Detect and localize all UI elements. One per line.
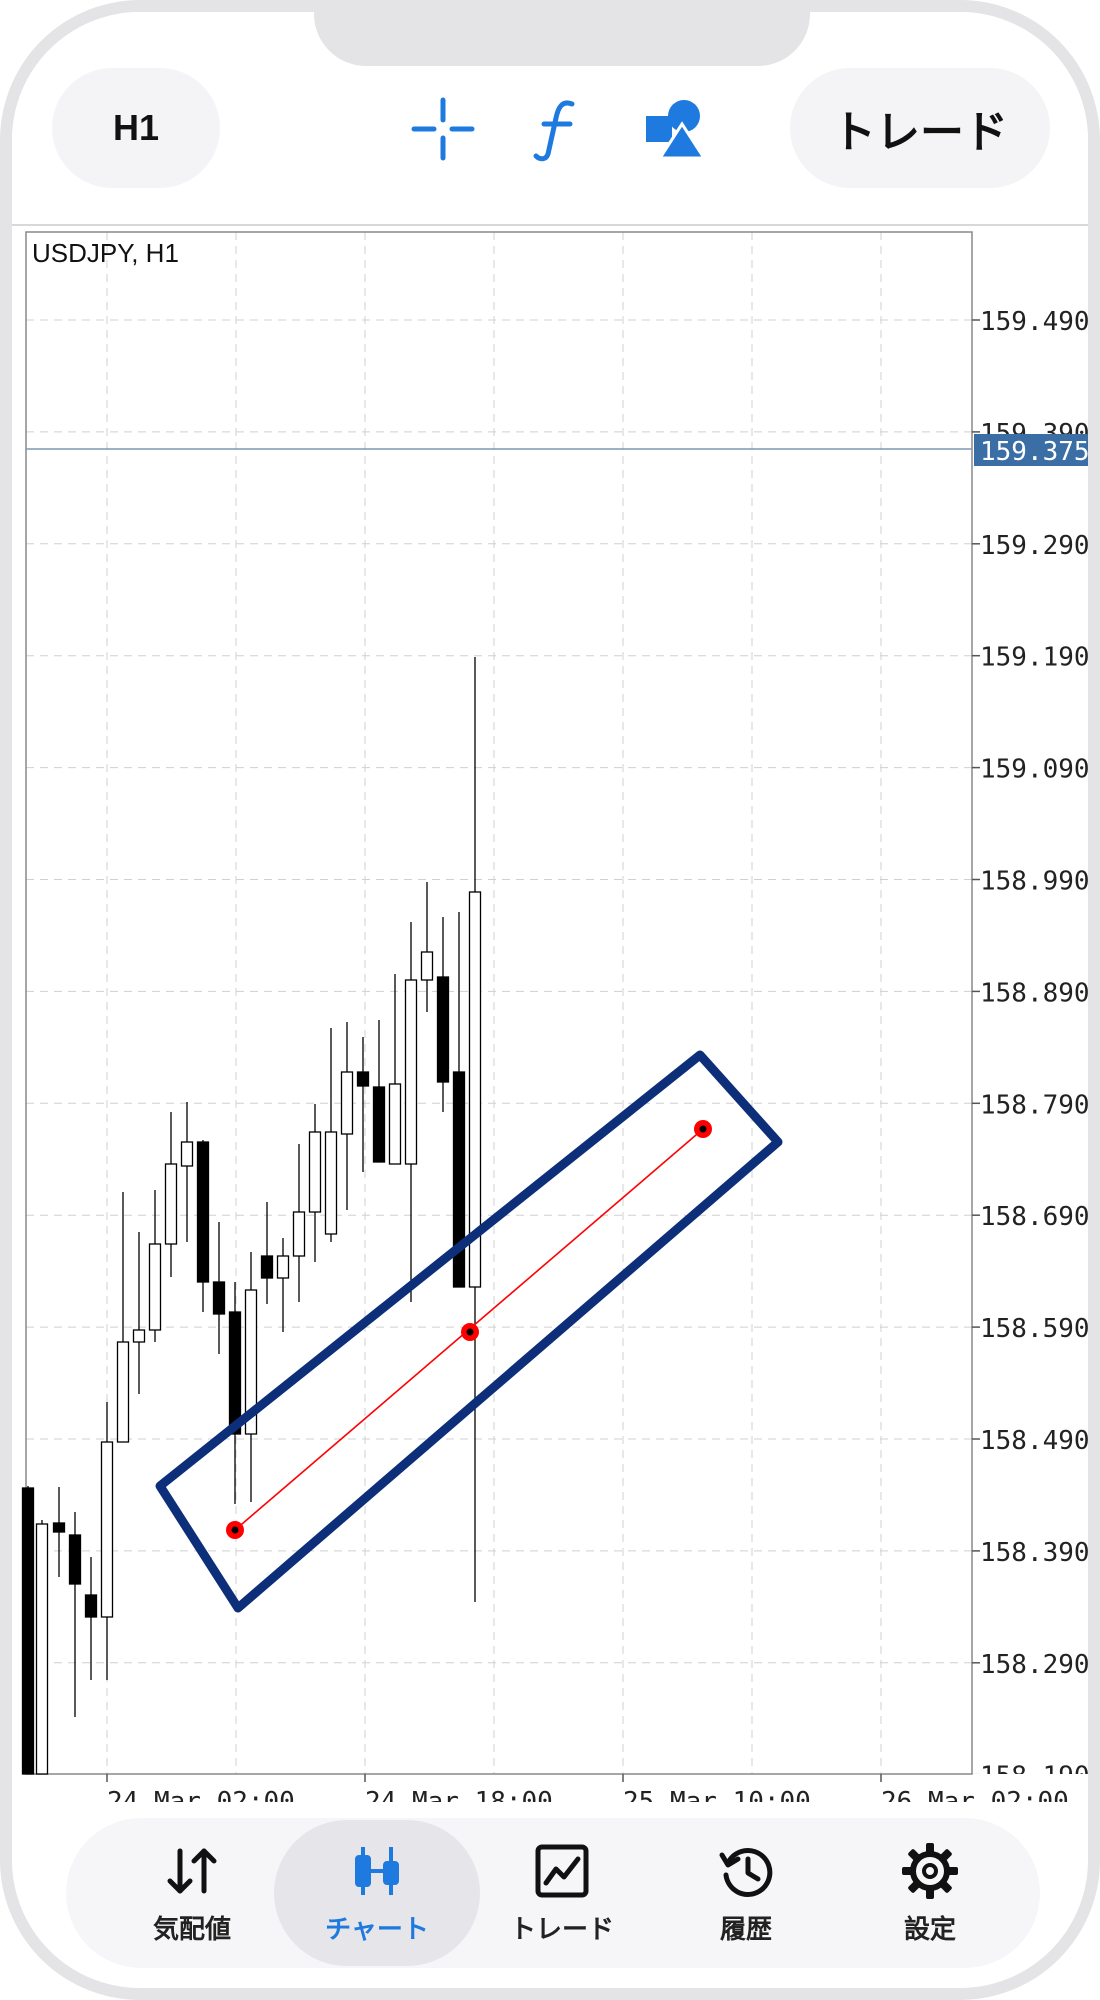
time-tick-label: 25 Mar 10:00 [623, 1787, 811, 1802]
candle-body [116, 1341, 130, 1443]
candle-body [308, 1131, 322, 1213]
candle-body [452, 1071, 466, 1288]
shapes-icon[interactable] [642, 96, 708, 162]
trade-button[interactable]: トレード [790, 68, 1050, 188]
current-price-label: 159.375 [980, 437, 1088, 467]
current-price-tag [974, 434, 1088, 466]
candle-body [436, 976, 450, 1083]
candle-body [21, 1487, 35, 1775]
bottom-nav: 気配値 チャート トレード 履歴 [66, 1818, 1040, 1968]
trend-handle-start[interactable] [226, 1521, 244, 1539]
crosshair-icon[interactable] [410, 96, 476, 162]
symbol-label: USDJPY, H1 [32, 238, 179, 268]
candle-body [244, 1289, 258, 1435]
nav-settings[interactable]: 設定 [830, 1818, 1030, 1968]
toolbar-divider [12, 224, 1088, 226]
trend-handle-mid[interactable] [461, 1323, 479, 1341]
nav-history[interactable]: 履歴 [646, 1818, 846, 1968]
history-icon [719, 1847, 773, 1897]
candles [21, 657, 482, 1775]
candle-body [292, 1211, 306, 1257]
candlestick-icon [355, 1846, 399, 1895]
price-chart[interactable]: 159.490159.390159.290159.190159.090158.9… [12, 12, 1088, 1802]
price-tick-label: 158.490 [980, 1426, 1088, 1456]
nav-trade[interactable]: トレード [462, 1818, 662, 1968]
candle-body [132, 1329, 146, 1343]
price-tick-label: 159.290 [980, 531, 1088, 561]
nav-chart[interactable]: チャート [274, 1820, 480, 1966]
time-tick-label: 26 Mar 02:00 [881, 1787, 1069, 1802]
candle-body [68, 1534, 82, 1585]
candle-body [196, 1141, 210, 1283]
price-tick-label: 158.790 [980, 1090, 1088, 1120]
nav-quotes[interactable]: 気配値 [92, 1818, 292, 1968]
price-tick-label: 159.090 [980, 755, 1088, 785]
price-axis: 159.490159.390159.290159.190159.090158.9… [972, 307, 1088, 1792]
candle-body [180, 1141, 194, 1167]
gear-icon [902, 1842, 958, 1899]
quotes-arrows-icon [167, 1848, 217, 1893]
price-tick-label: 158.390 [980, 1538, 1088, 1568]
candle-body [228, 1311, 242, 1435]
candle-body [404, 979, 418, 1165]
candle-body [276, 1255, 290, 1279]
candle-body [388, 1083, 402, 1165]
candle-body [52, 1522, 66, 1533]
nav-chart-label: チャート [325, 1914, 429, 1945]
chart-plot-frame [25, 231, 973, 1775]
candle-body [148, 1243, 162, 1331]
candle-body [164, 1163, 178, 1245]
candle-body [468, 891, 482, 1288]
candle-body [372, 1086, 386, 1163]
timeframe-button[interactable]: H1 [52, 68, 220, 188]
candle-body [324, 1131, 338, 1235]
time-tick-label: 24 Mar 18:00 [365, 1787, 553, 1802]
time-tick-label: 24 Mar 02:00 [107, 1787, 295, 1802]
price-tick-label: 158.990 [980, 867, 1088, 897]
candle-body [84, 1594, 98, 1618]
nav-quotes-label: 気配値 [152, 1914, 231, 1945]
nav-settings-label: 設定 [903, 1914, 956, 1945]
price-tick-label: 158.890 [980, 978, 1088, 1008]
candle-body [260, 1255, 274, 1279]
nav-trade-label: トレード [509, 1914, 614, 1945]
candle-body [420, 951, 434, 981]
trend-handle-end[interactable] [694, 1120, 712, 1138]
candle-body [100, 1441, 114, 1618]
chart-grid [26, 232, 972, 1774]
price-tick-label: 158.290 [980, 1650, 1088, 1680]
price-tick-label: 159.190 [980, 643, 1088, 673]
nav-history-label: 履歴 [719, 1914, 772, 1945]
price-tick-label: 158.690 [980, 1202, 1088, 1232]
price-tick-label: 159.490 [980, 307, 1088, 337]
function-icon[interactable] [526, 96, 592, 162]
time-axis: 24 Mar 02:00 24 Mar 18:00 25 Mar 10:00 26 M… [106, 1774, 1069, 1802]
candle-body [356, 1071, 370, 1087]
candle-body [212, 1281, 226, 1315]
candle-body [35, 1523, 49, 1775]
price-tick-label: 158.590 [980, 1314, 1088, 1344]
price-tick-label: 158.190 [980, 1762, 1088, 1792]
highlight-box [155, 1050, 783, 1613]
trade-chart-icon [535, 1844, 589, 1897]
candle-body [340, 1071, 354, 1135]
device-notch [314, 12, 810, 66]
